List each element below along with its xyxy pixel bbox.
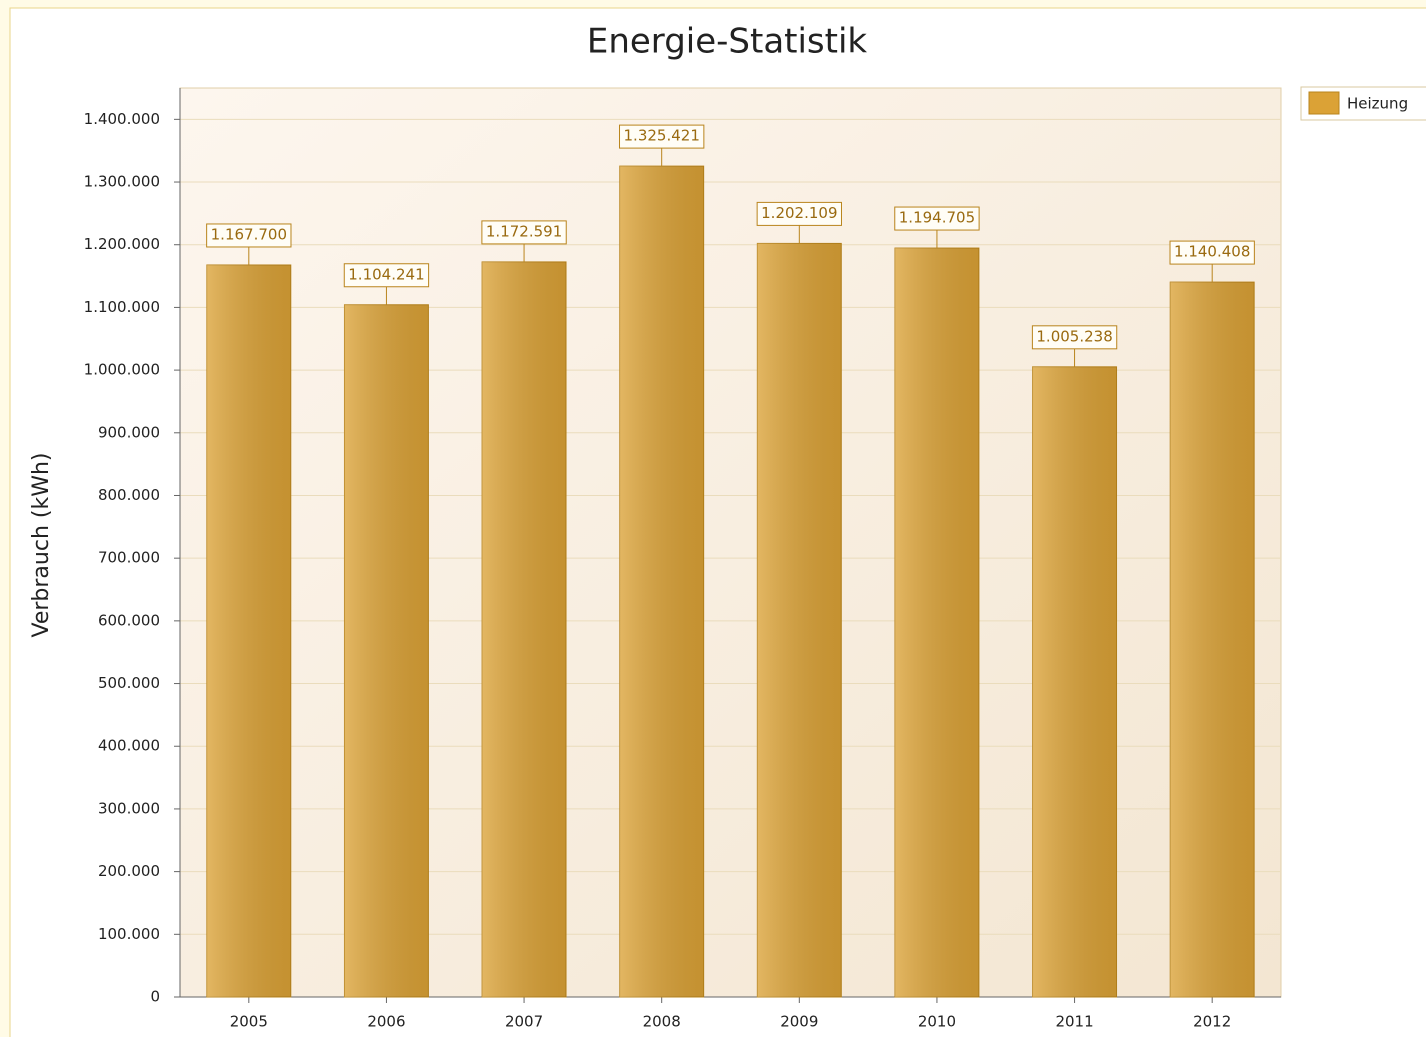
value-label: 1.167.700 (211, 225, 287, 243)
y-tick-label: 800.000 (98, 486, 160, 504)
y-tick-label: 900.000 (98, 423, 160, 441)
y-tick-label: 1.200.000 (84, 235, 160, 253)
y-axis-label: Verbrauch (kWh) (29, 453, 54, 638)
value-label: 1.202.109 (761, 204, 837, 222)
chart-title: Energie-Statistik (587, 22, 868, 62)
y-tick-label: 300.000 (98, 799, 160, 817)
bar-shade (206, 264, 291, 997)
bar-shade (619, 166, 704, 997)
value-label: 1.104.241 (348, 265, 424, 283)
x-tick-label: 2010 (918, 1013, 956, 1031)
legend-swatch (1308, 91, 1340, 115)
value-label-box (206, 223, 292, 248)
value-label-box (1031, 325, 1118, 350)
value-label-box (894, 206, 980, 231)
bar-shade (757, 243, 842, 998)
y-tick-label: 400.000 (98, 737, 160, 755)
x-tick-label: 2008 (643, 1013, 681, 1031)
bar-shade (482, 261, 567, 997)
y-tick-label: 500.000 (98, 674, 160, 692)
y-tick-label: 1.400.000 (84, 110, 160, 128)
y-tick-label: 1.300.000 (84, 173, 160, 191)
value-label-box (343, 263, 430, 288)
value-label: 1.325.421 (624, 127, 700, 145)
value-label-box (1169, 240, 1255, 265)
y-tick-label: 600.000 (98, 611, 160, 629)
x-tick-label: 2009 (780, 1013, 818, 1031)
legend-label: Heizung (1347, 95, 1408, 113)
x-tick-label: 2007 (505, 1013, 543, 1031)
value-label: 1.194.705 (899, 209, 975, 227)
x-tick-label: 2005 (230, 1013, 268, 1031)
value-label: 1.172.591 (486, 222, 562, 240)
y-tick-label: 100.000 (98, 925, 160, 943)
bar-shade (1170, 282, 1255, 997)
bar-shade (894, 248, 979, 997)
value-label-box (756, 201, 842, 226)
y-tick-label: 1.000.000 (84, 361, 160, 379)
x-tick-label: 2006 (367, 1013, 405, 1031)
value-label: 1.005.238 (1036, 327, 1112, 345)
y-tick-label: 700.000 (98, 549, 160, 567)
y-tick-label: 1.100.000 (84, 298, 160, 316)
y-tick-label: 0 (150, 988, 160, 1006)
value-label: 1.140.408 (1174, 243, 1250, 261)
value-label-box (619, 124, 705, 149)
y-tick-label: 200.000 (98, 862, 160, 880)
bar-shade (344, 304, 429, 997)
x-tick-label: 2012 (1193, 1013, 1231, 1031)
value-label-box (481, 220, 567, 245)
bar-shade (1032, 366, 1117, 997)
x-tick-label: 2011 (1055, 1013, 1093, 1031)
